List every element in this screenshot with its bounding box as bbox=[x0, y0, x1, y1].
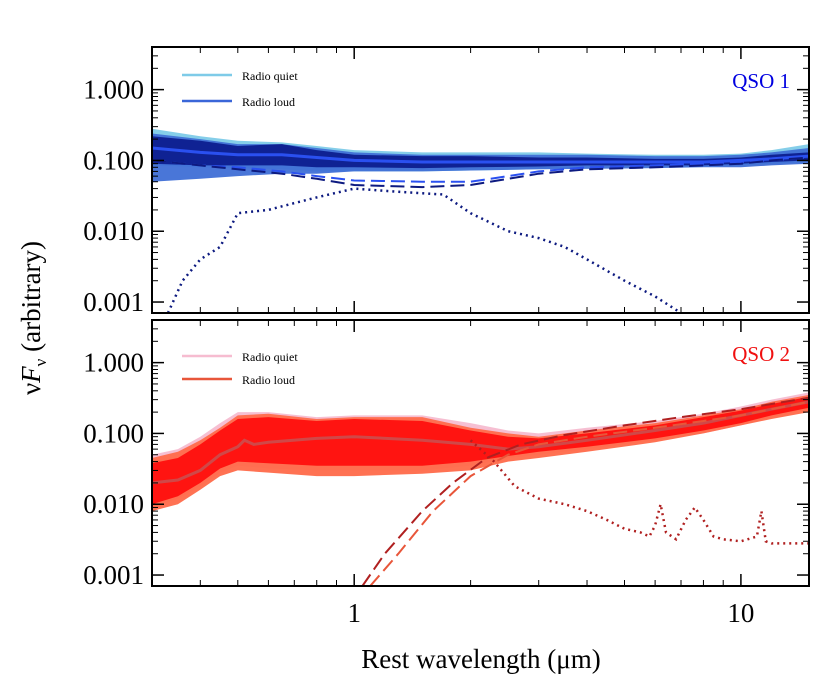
x-axis-label: Rest wavelength (μm) bbox=[361, 644, 600, 674]
qso1-frame bbox=[151, 46, 810, 314]
y-tick-label: 1.000 bbox=[83, 348, 144, 378]
qso1-legend: Radio quiet Radio loud bbox=[182, 69, 298, 109]
qso2-legend: Radio quiet Radio loud bbox=[182, 350, 298, 387]
y-tick-label: 0.001 bbox=[83, 287, 144, 317]
x-tick-label: 1 bbox=[347, 598, 361, 628]
qso2-title: QSO 2 bbox=[732, 342, 790, 366]
legend-label-radio-loud: Radio loud bbox=[242, 373, 295, 387]
y-tick-label: 0.100 bbox=[83, 145, 144, 175]
series-dashed-light bbox=[369, 400, 809, 586]
qso1-plot-area bbox=[152, 128, 809, 313]
y-axis-label: νFν (arbitrary) bbox=[16, 241, 50, 395]
series-mean-line bbox=[152, 146, 809, 164]
qso2-plot-area bbox=[152, 392, 809, 586]
series-dotted bbox=[166, 187, 682, 313]
qso1-title: QSO 1 bbox=[732, 69, 790, 93]
series-band-2 bbox=[152, 396, 809, 505]
series-dotted bbox=[469, 439, 809, 545]
series-band-2 bbox=[152, 136, 809, 169]
legend-label-radio-quiet: Radio quiet bbox=[242, 69, 298, 83]
series-mean-line bbox=[152, 400, 809, 485]
y-tick-label: 1.000 bbox=[83, 75, 144, 105]
series-dashed-light bbox=[152, 156, 809, 183]
series-dashed-dark bbox=[361, 396, 809, 586]
x-tick-label: 10 bbox=[727, 598, 754, 628]
y-tick-label: 0.001 bbox=[83, 560, 144, 590]
qso1-ticks: 0.001 0.010 0.100 1.000 bbox=[83, 46, 809, 317]
legend-label-radio-loud: Radio loud bbox=[242, 95, 295, 109]
panel-qso1: 0.001 0.010 0.100 1.000 Radio quiet Radio l… bbox=[83, 46, 810, 317]
qso2-ticks: 0.001 0.010 0.100 1.000 1 10 bbox=[83, 319, 809, 628]
panel-qso2: 0.001 0.010 0.100 1.000 1 10 Radio quiet Radi… bbox=[83, 319, 810, 628]
legend-label-radio-quiet: Radio quiet bbox=[242, 350, 298, 364]
y-tick-label: 0.100 bbox=[83, 418, 144, 448]
y-tick-label: 0.010 bbox=[83, 489, 144, 519]
series-dashed-dark bbox=[152, 156, 809, 189]
y-tick-label: 0.010 bbox=[83, 216, 144, 246]
qso2-frame bbox=[151, 319, 810, 587]
